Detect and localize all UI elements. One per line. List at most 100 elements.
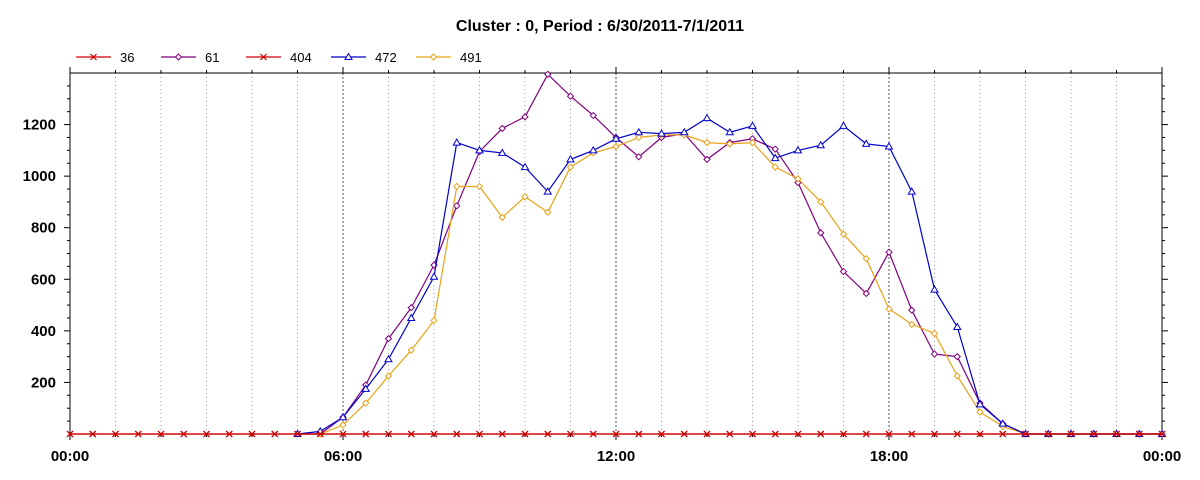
data-point bbox=[498, 430, 506, 438]
data-point bbox=[635, 153, 643, 161]
data-point bbox=[429, 272, 439, 280]
data-point bbox=[406, 313, 416, 321]
legend-item-36: 36 bbox=[76, 50, 134, 65]
chart-title: Cluster : 0, Period : 6/30/2011-7/1/2011 bbox=[456, 18, 744, 35]
data-point bbox=[203, 430, 210, 438]
data-point bbox=[635, 133, 643, 142]
data-point bbox=[453, 202, 461, 210]
data-point bbox=[476, 430, 483, 438]
legend-label: 404 bbox=[290, 50, 312, 65]
data-point bbox=[999, 430, 1007, 438]
data-point bbox=[884, 141, 894, 150]
data-point bbox=[908, 430, 916, 438]
y-tick-label: 600 bbox=[31, 271, 56, 288]
data-point bbox=[930, 285, 939, 293]
data-point bbox=[544, 430, 552, 438]
data-point bbox=[817, 430, 825, 438]
data-point bbox=[566, 154, 575, 163]
data-point bbox=[794, 430, 802, 438]
data-point bbox=[452, 138, 462, 146]
data-point bbox=[544, 70, 552, 78]
data-point bbox=[726, 430, 734, 438]
series-472 bbox=[293, 113, 1167, 437]
data-point bbox=[976, 430, 984, 438]
y-tick-label: 200 bbox=[31, 374, 56, 391]
data-point bbox=[771, 163, 779, 171]
data-point bbox=[260, 53, 267, 61]
data-point bbox=[793, 145, 803, 154]
data-point bbox=[589, 430, 597, 438]
x-tick-label: 00:00 bbox=[51, 448, 89, 465]
data-point bbox=[497, 148, 507, 156]
data-point bbox=[384, 354, 393, 363]
data-point bbox=[817, 229, 825, 237]
data-point bbox=[885, 430, 893, 438]
data-point bbox=[430, 430, 438, 438]
legend-label: 36 bbox=[120, 50, 134, 65]
data-point bbox=[953, 430, 961, 438]
y-tick-label: 1200 bbox=[23, 117, 56, 134]
data-point bbox=[362, 399, 370, 407]
data-point bbox=[679, 127, 689, 136]
data-point bbox=[520, 162, 530, 171]
data-point bbox=[384, 334, 393, 343]
data-point bbox=[498, 124, 506, 133]
data-point bbox=[316, 430, 324, 438]
legend-item-61: 61 bbox=[161, 50, 219, 65]
data-point bbox=[839, 121, 848, 129]
data-point bbox=[112, 430, 119, 438]
data-point bbox=[384, 372, 393, 380]
data-point bbox=[885, 305, 893, 313]
data-point bbox=[975, 399, 985, 408]
data-point bbox=[1044, 430, 1052, 438]
data-point bbox=[339, 421, 347, 429]
data-point bbox=[839, 230, 848, 238]
y-tick-label: 1000 bbox=[23, 168, 56, 185]
y-tick-label: 400 bbox=[31, 323, 56, 340]
data-point bbox=[588, 145, 598, 154]
data-point bbox=[953, 352, 961, 361]
data-point bbox=[952, 322, 962, 330]
data-point bbox=[1158, 430, 1166, 438]
data-point bbox=[589, 111, 597, 120]
series-line bbox=[297, 117, 1162, 435]
axes: 00:00 06:00 12:00 18:00 00:00 200 400 600 800 100… bbox=[23, 67, 1181, 465]
data-point bbox=[612, 142, 620, 151]
data-point bbox=[1113, 430, 1120, 438]
series-491 bbox=[293, 131, 1166, 438]
data-point bbox=[543, 187, 553, 195]
series-61 bbox=[293, 70, 1166, 438]
legend-item-491: 491 bbox=[416, 50, 482, 65]
data-point bbox=[294, 430, 301, 438]
data-point bbox=[680, 430, 688, 438]
data-point bbox=[862, 289, 870, 298]
data-point bbox=[407, 346, 415, 354]
data-point bbox=[429, 53, 438, 61]
data-point bbox=[702, 113, 712, 122]
data-point bbox=[1090, 430, 1098, 438]
grid bbox=[115, 73, 1117, 434]
series-layer bbox=[66, 70, 1167, 438]
data-point bbox=[521, 193, 529, 201]
data-point bbox=[658, 430, 665, 438]
series-404 bbox=[66, 430, 1166, 438]
data-point bbox=[862, 430, 870, 438]
data-point bbox=[976, 408, 984, 416]
data-point bbox=[362, 430, 370, 438]
data-point bbox=[862, 254, 870, 263]
data-point bbox=[1022, 430, 1029, 438]
data-point bbox=[134, 430, 142, 438]
data-point bbox=[544, 208, 552, 216]
x-tick-label: 06:00 bbox=[324, 448, 362, 465]
legend-label: 491 bbox=[460, 50, 482, 65]
legend-item-472: 472 bbox=[331, 50, 397, 65]
data-point bbox=[1067, 430, 1075, 438]
data-point bbox=[66, 430, 74, 438]
data-point bbox=[634, 127, 644, 136]
x-tick-label: 00:00 bbox=[1143, 448, 1181, 465]
data-point bbox=[271, 430, 279, 438]
data-point bbox=[839, 267, 848, 276]
x-tick-label: 12:00 bbox=[597, 448, 635, 465]
legend-item-404: 404 bbox=[246, 50, 312, 65]
